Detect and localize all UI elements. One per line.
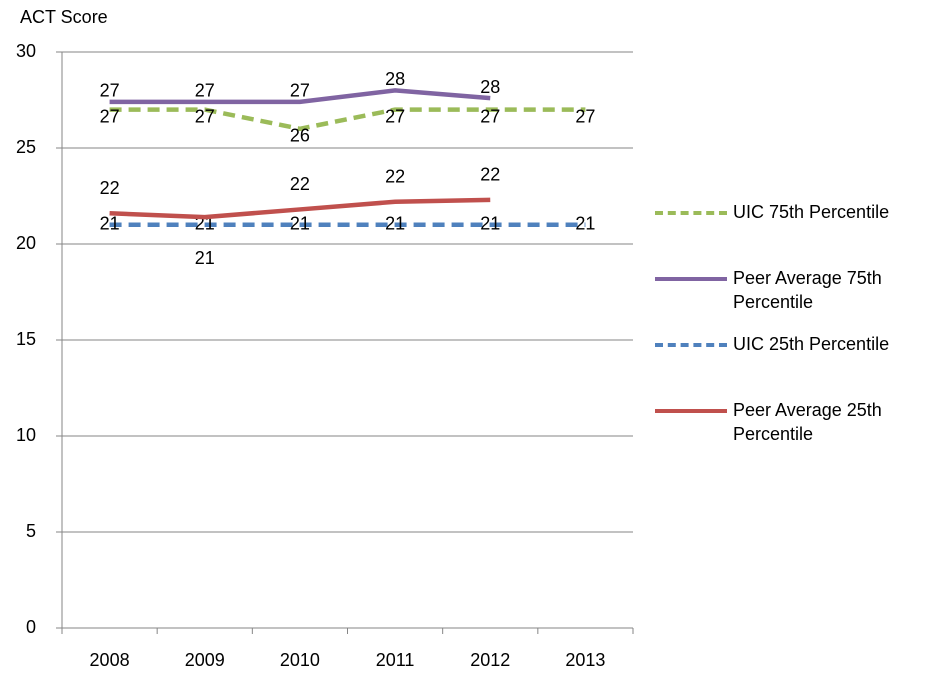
series-line — [109, 107, 586, 132]
y-tick-label: 0 — [26, 617, 36, 637]
x-tick-label: 2013 — [565, 650, 605, 670]
data-label: 21 — [290, 214, 310, 234]
y-tick-label: 10 — [16, 425, 36, 445]
y-axis-title: ACT Score — [20, 7, 108, 27]
x-tick-label: 2011 — [376, 650, 415, 670]
data-label: 28 — [480, 77, 500, 97]
legend-item: Peer Average 25th Percentile — [655, 398, 944, 446]
data-label: 21 — [100, 214, 120, 234]
data-label: 21 — [480, 214, 500, 234]
legend-item: Peer Average 75th Percentile — [655, 266, 944, 314]
y-tick-label: 15 — [16, 329, 36, 349]
data-label: 22 — [385, 167, 405, 187]
data-label: 22 — [290, 174, 310, 194]
y-tick-label: 25 — [16, 137, 36, 157]
x-tick-label: 2010 — [280, 650, 320, 670]
y-tick-label: 5 — [26, 521, 36, 541]
data-label: 28 — [385, 69, 405, 89]
data-label: 27 — [575, 106, 595, 126]
x-tick-label: 2008 — [90, 650, 130, 670]
data-label: 22 — [100, 178, 120, 198]
data-label: 22 — [480, 165, 500, 185]
legend-label: UIC 25th Percentile — [733, 334, 890, 354]
data-label: 27 — [195, 81, 215, 101]
data-label: 21 — [195, 248, 215, 268]
legend-swatch — [655, 277, 727, 281]
data-label: 27 — [195, 106, 215, 126]
data-label: 27 — [100, 81, 120, 101]
legend-swatch — [655, 409, 727, 413]
data-label: 26 — [290, 126, 310, 146]
data-label: 27 — [480, 106, 500, 126]
x-tick-label: 2009 — [185, 650, 225, 670]
data-label: 27 — [100, 106, 120, 126]
y-tick-label: 30 — [16, 41, 36, 61]
data-label: 21 — [575, 214, 595, 234]
series-line — [109, 88, 491, 105]
legend-item: UIC 75th Percentile — [655, 200, 944, 248]
legend-label: Peer Average 75th Percentile — [733, 268, 882, 312]
y-tick-label: 20 — [16, 233, 36, 253]
x-tick-label: 2012 — [470, 650, 510, 670]
data-label: 27 — [290, 81, 310, 101]
legend-label: Peer Average 25th Percentile — [733, 400, 882, 444]
legend-item: UIC 25th Percentile — [655, 332, 944, 380]
data-label: 21 — [385, 214, 405, 234]
legend-label: UIC 75th Percentile — [733, 202, 890, 222]
legend-swatch — [655, 211, 727, 215]
legend: UIC 75th Percentile Peer Average 75th Per… — [655, 200, 944, 464]
legend-swatch — [655, 343, 727, 347]
series-line — [109, 197, 491, 220]
data-label: 27 — [385, 106, 405, 126]
